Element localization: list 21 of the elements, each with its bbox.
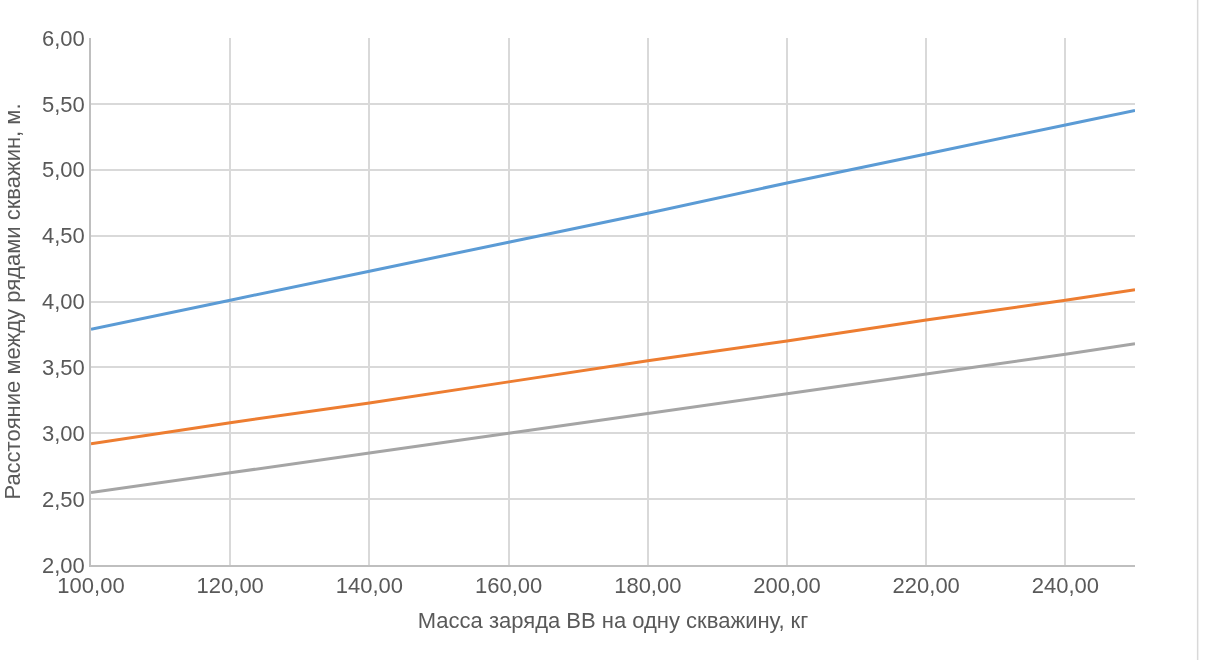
y-tick-label: 4,50 [42, 223, 85, 249]
line-series [91, 288, 1135, 446]
y-tick-label: 6,00 [42, 25, 85, 51]
line-series [91, 342, 1135, 495]
x-axis-title: Масса заряда ВВ на одну скважину, кг [417, 607, 809, 633]
y-tick-label: 5,50 [42, 91, 85, 117]
y-tick-label: 5,00 [42, 157, 85, 183]
x-tick-label: 160,00 [474, 573, 543, 599]
y-tick-label: 2,00 [42, 552, 85, 578]
y-axis-title: Расстояние между рядами скважин, м. [0, 103, 26, 500]
x-tick-label: 240,00 [1031, 573, 1100, 599]
x-tick-label: 200,00 [753, 573, 821, 599]
x-tick-label: 120,00 [196, 573, 264, 599]
y-tick-label: 4,00 [42, 289, 85, 315]
y-tick-label: 2,50 [42, 486, 85, 512]
x-tick-label: 180,00 [614, 573, 682, 599]
x-tick-label: 140,00 [335, 573, 404, 599]
y-tick-label: 3,00 [42, 420, 85, 446]
x-tick-label: 220,00 [892, 573, 960, 599]
line-series [91, 108, 1135, 331]
y-tick-label: 3,50 [42, 355, 85, 381]
